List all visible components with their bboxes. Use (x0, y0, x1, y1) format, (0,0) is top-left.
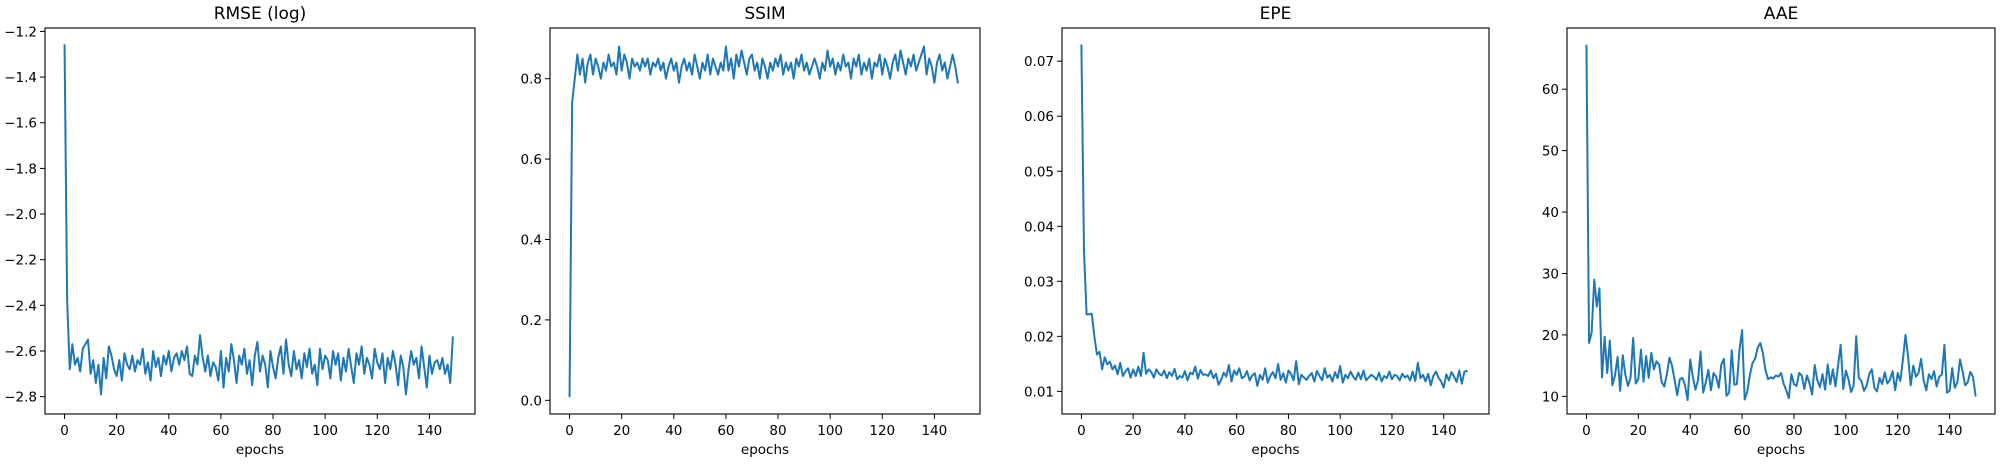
x-tick-label: 20 (613, 423, 630, 439)
y-tick-label: 60 (1542, 82, 1559, 98)
y-tick-label: 0.02 (1024, 329, 1054, 345)
y-tick-label: 0.05 (1024, 164, 1054, 180)
y-tick-label: 30 (1542, 266, 1559, 282)
x-axis-label: epochs (236, 442, 284, 458)
subplot-1: RMSE (log) 0 20 40 60 80 100 120 140 −2.8 −2.6 −2.4… (4, 4, 476, 458)
x-tick-label: 140 (922, 423, 948, 439)
y-tick-label: 0.2 (521, 313, 542, 329)
x-tick-label: 80 (264, 423, 281, 439)
y-tick-label: 0.0 (521, 393, 542, 409)
y-tick-label: −2.8 (4, 390, 37, 406)
x-tick-label: 100 (1833, 423, 1859, 439)
x-tick-label: 40 (1176, 423, 1193, 439)
x-tick-label: 0 (1077, 423, 1086, 439)
x-tick-label: 40 (665, 423, 682, 439)
series-line (63, 44, 454, 396)
y-tick-label: −1.8 (4, 161, 37, 177)
chart-title: AAE (1764, 4, 1798, 24)
plot-frame (44, 27, 476, 415)
x-tick-label: 140 (417, 423, 443, 439)
x-tick-label: 0 (1582, 423, 1591, 439)
y-tick-label: 0.07 (1024, 54, 1054, 70)
chart-title: EPE (1260, 4, 1292, 24)
y-tick-label: 0.06 (1024, 109, 1054, 125)
x-tick-label: 120 (1885, 423, 1911, 439)
x-tick-label: 140 (1937, 423, 1963, 439)
y-tick-label: 0.6 (521, 152, 542, 168)
x-tick-label: 100 (312, 423, 338, 439)
y-tick-label: −2.4 (4, 298, 37, 314)
x-tick-label: 60 (717, 423, 734, 439)
x-tick-label: 60 (1228, 423, 1245, 439)
chart-title: SSIM (744, 4, 785, 24)
x-tick-label: 20 (1630, 423, 1647, 439)
y-tick-label: 0.8 (521, 72, 542, 88)
series-line (1080, 44, 1468, 389)
x-axis-label: epochs (741, 442, 789, 458)
y-tick-label: 0.04 (1024, 219, 1054, 235)
x-tick-label: 100 (1327, 423, 1353, 439)
x-tick-label: 120 (364, 423, 390, 439)
series-line (568, 45, 959, 398)
y-tick-label: 0.4 (521, 232, 542, 248)
subplot-3: EPE 0 20 40 60 80 100 120 140 0.01 0.02 0.03 0.04 0.0… (1024, 4, 1490, 458)
x-tick-label: 140 (1431, 423, 1457, 439)
x-tick-label: 40 (1682, 423, 1699, 439)
x-tick-label: 120 (1379, 423, 1405, 439)
y-tick-label: 0.03 (1024, 274, 1054, 290)
subplot-2: SSIM 0 20 40 60 80 100 120 140 0.0 0.2 0.4 0.6 0.8 epo… (521, 4, 981, 458)
x-tick-label: 20 (108, 423, 125, 439)
x-tick-label: 20 (1125, 423, 1142, 439)
plot-frame (1061, 27, 1490, 415)
plot-frame (549, 27, 981, 415)
x-tick-label: 100 (817, 423, 843, 439)
x-tick-label: 80 (1785, 423, 1802, 439)
y-tick-label: −1.4 (4, 70, 37, 86)
x-tick-label: 80 (769, 423, 786, 439)
chart-title: RMSE (log) (214, 4, 307, 24)
x-tick-label: 0 (565, 423, 574, 439)
x-tick-label: 60 (212, 423, 229, 439)
x-axis-label: epochs (1251, 442, 1299, 458)
x-tick-label: 120 (869, 423, 895, 439)
series-line (1585, 44, 1977, 402)
y-tick-label: 40 (1542, 205, 1559, 221)
y-tick-label: 10 (1542, 389, 1559, 405)
y-tick-label: 20 (1542, 328, 1559, 344)
plot-frame (1566, 27, 1996, 415)
y-tick-label: 50 (1542, 144, 1559, 160)
x-tick-label: 0 (60, 423, 69, 439)
y-tick-label: −2.6 (4, 344, 37, 360)
y-tick-label: 0.01 (1024, 384, 1054, 400)
x-axis-label: epochs (1757, 442, 1805, 458)
y-tick-label: −2.0 (4, 207, 37, 223)
x-tick-label: 80 (1280, 423, 1297, 439)
subplot-4: AAE 0 20 40 60 80 100 120 140 10 20 30 40 50 60 epochs (1542, 4, 1996, 458)
x-tick-label: 60 (1733, 423, 1750, 439)
y-tick-label: −2.2 (4, 253, 37, 269)
x-tick-label: 40 (160, 423, 177, 439)
y-tick-label: −1.2 (4, 24, 37, 40)
y-tick-label: −1.6 (4, 116, 37, 132)
